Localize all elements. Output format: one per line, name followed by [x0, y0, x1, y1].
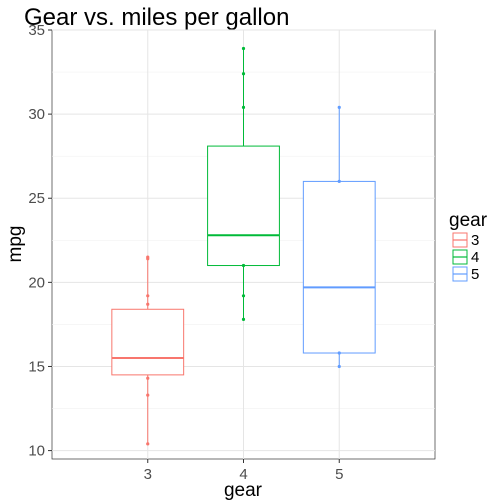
y-axis-title: mpg [5, 226, 26, 263]
y-tick-label: 25 [28, 190, 45, 207]
box-group-gear-4 [207, 46, 280, 321]
data-point [241, 263, 246, 268]
legend-label: 3 [471, 232, 479, 249]
legend: gear 345 [449, 210, 488, 283]
legend-label: 5 [471, 266, 479, 283]
data-point [146, 376, 150, 380]
chart-title: Gear vs. miles per gallon [24, 4, 289, 31]
data-point [146, 393, 150, 397]
boxes [111, 46, 376, 446]
y-tick-label: 15 [28, 358, 45, 375]
data-point [146, 294, 150, 298]
box-group-gear-5 [302, 105, 376, 369]
x-tick-label: 4 [239, 466, 247, 483]
data-point [146, 442, 150, 446]
data-point [241, 105, 246, 109]
x-tick-label: 5 [335, 466, 343, 483]
x-axis-ticks: 3 4 5 [144, 459, 343, 483]
y-tick-label: 10 [28, 443, 45, 460]
box-group-gear-3 [111, 255, 185, 446]
legend-title: gear [449, 210, 488, 231]
data-point [337, 351, 341, 355]
box [111, 308, 185, 376]
x-axis-title: gear [224, 480, 263, 501]
data-point [241, 46, 246, 51]
x-tick-label: 3 [144, 466, 152, 483]
box [207, 145, 280, 267]
data-point [241, 72, 246, 76]
y-axis-ticks: 10 15 20 25 30 35 [28, 22, 52, 460]
data-point [241, 317, 246, 321]
data-point [337, 179, 341, 184]
data-point [337, 105, 341, 109]
y-tick-label: 35 [28, 22, 45, 39]
y-tick-label: 30 [28, 106, 45, 123]
data-point [337, 364, 341, 369]
box [302, 180, 376, 354]
y-tick-label: 20 [28, 274, 45, 291]
data-point [146, 302, 150, 306]
data-point [241, 294, 246, 298]
legend-label: 4 [471, 249, 479, 266]
data-point [146, 255, 150, 259]
